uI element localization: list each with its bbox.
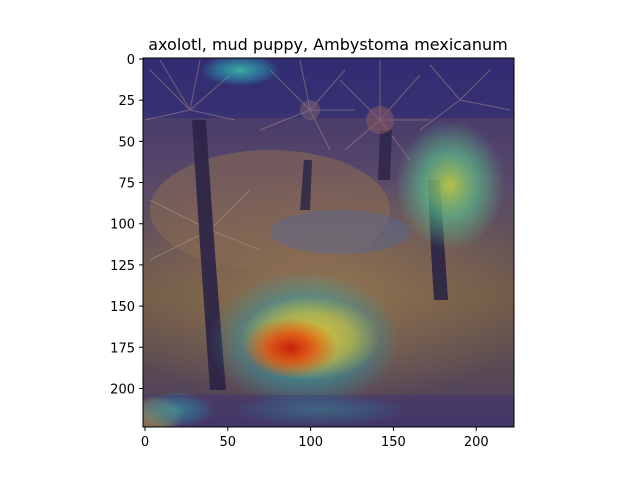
x-tick-label: 150	[381, 435, 406, 450]
x-tick-label: 200	[464, 435, 489, 450]
chart-title: axolotl, mud puppy, Ambystoma mexicanum	[148, 35, 507, 54]
x-tick-label: 100	[298, 435, 323, 450]
y-tick-label: 100	[110, 218, 135, 233]
y-tick-label: 25	[118, 94, 135, 109]
y-tick-label: 50	[118, 135, 135, 150]
y-tick-label: 200	[110, 382, 135, 397]
y-axis: 0 25 50 75 100 125 150 175 200	[110, 53, 143, 397]
x-tick-label: 0	[141, 435, 149, 450]
x-axis: 0 50 100 150 200	[141, 427, 489, 450]
y-tick-label: 75	[118, 177, 135, 192]
heatmap-image	[143, 58, 514, 427]
x-tick-label: 50	[220, 435, 237, 450]
y-tick-label: 125	[110, 259, 135, 274]
y-tick-label: 0	[127, 53, 135, 68]
y-tick-label: 175	[110, 341, 135, 356]
axes-frame	[142, 57, 515, 428]
y-tick-label: 150	[110, 300, 135, 315]
